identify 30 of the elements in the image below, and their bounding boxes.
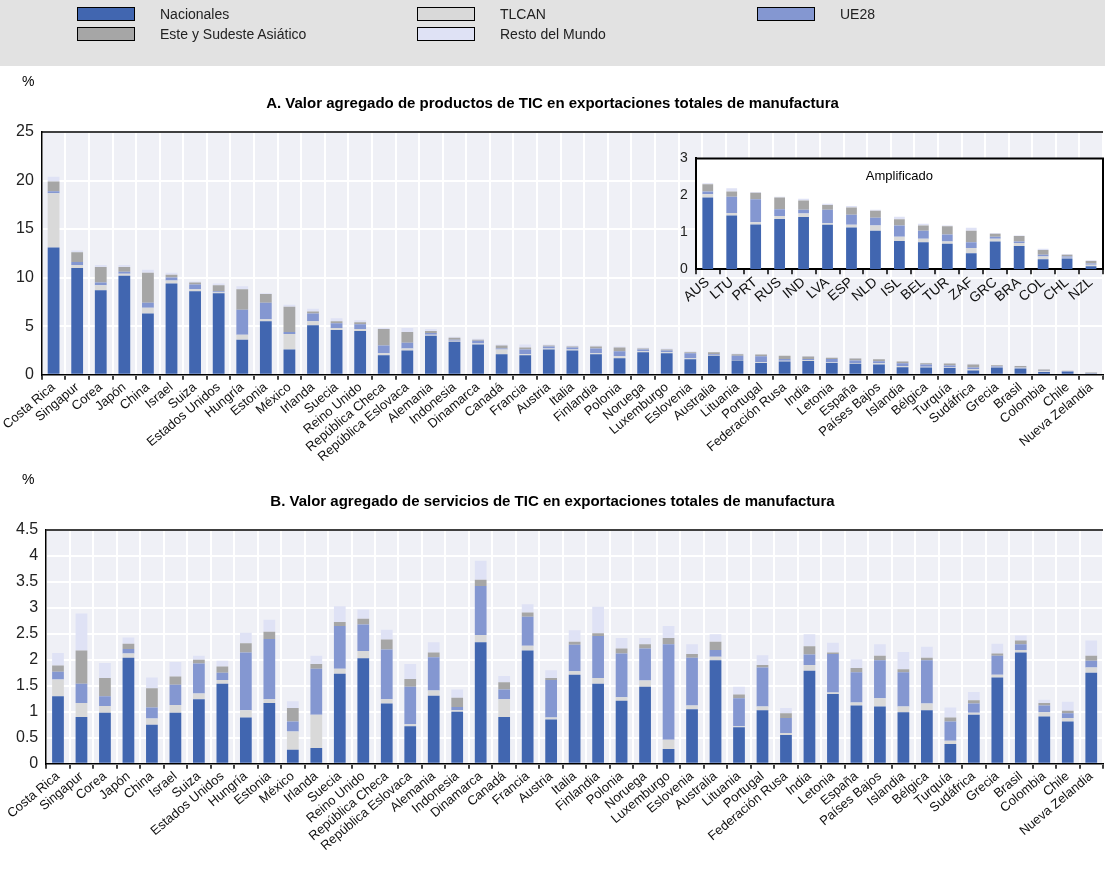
y-tick-label: 0: [29, 754, 39, 772]
y-tick-label: 4.5: [15, 520, 39, 538]
y-tick-label: 0: [24, 365, 34, 383]
y-tick-label: 0: [679, 259, 688, 276]
y-tick-label: 3.5: [15, 572, 39, 590]
y-axis-title: %: [22, 72, 35, 89]
y-tick-label: 3: [29, 598, 39, 616]
text: Amplificado: [865, 167, 933, 183]
y-axis-title: %: [22, 470, 35, 487]
y-tick-label: 0.5: [15, 728, 39, 746]
y-tick-label: 15: [16, 219, 34, 237]
legend-label: TLCAN: [500, 6, 546, 22]
chart-title: A. Valor agregado de productos de TIC en exportaciones totales de manufactura: [266, 94, 840, 112]
y-tick-label: 1: [29, 702, 39, 720]
y-tick-label: 1.5: [15, 676, 39, 694]
y-tick-label: 3: [679, 149, 688, 166]
legend-label: UE28: [840, 6, 876, 22]
y-tick-label: 1: [679, 223, 688, 240]
legend-label: Nacionales: [160, 6, 230, 22]
y-tick-label: 2: [29, 650, 39, 668]
y-tick-label: 20: [16, 170, 34, 188]
legend-label: Resto del Mundo: [500, 26, 606, 42]
legend-label: Este y Sudeste Asiático: [160, 26, 307, 42]
chart-title: B. Valor agregado de servicios de TIC en exportaciones totales de manufactura: [270, 492, 836, 510]
y-tick-label: 25: [16, 122, 34, 140]
y-tick-label: 10: [16, 268, 34, 285]
y-tick-label: 2: [679, 186, 688, 203]
y-tick-label: 5: [24, 316, 34, 334]
y-tick-label: 4: [29, 546, 39, 564]
y-tick-label: 2.5: [15, 624, 39, 642]
